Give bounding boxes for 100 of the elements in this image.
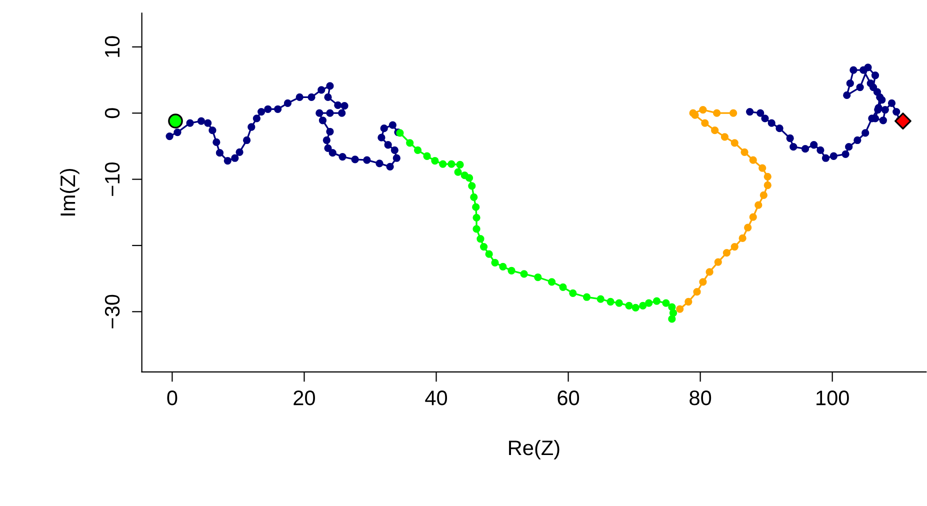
point [754,201,762,209]
point [252,114,261,122]
point [472,203,480,211]
point [296,93,304,102]
x-tick-label: 100 [816,390,849,406]
point [324,93,332,102]
point [662,299,670,307]
point [894,112,912,130]
point [174,128,182,136]
point [386,162,394,171]
x-tick-label: 0 [167,390,178,406]
point [699,278,707,286]
point [699,106,707,114]
point [548,278,556,286]
point [166,132,174,140]
point [701,119,709,127]
point [491,258,499,267]
point [668,303,676,311]
point [786,134,794,142]
point [248,123,256,131]
point [756,109,764,117]
point [378,134,386,142]
point [439,160,447,168]
point [236,148,244,156]
point [431,156,439,165]
x-tick-label: 80 [690,390,712,406]
point [380,124,388,132]
y-tick-label: −30 [104,294,120,328]
point [722,248,731,257]
point [720,133,729,141]
point [390,146,398,154]
point [340,102,348,110]
point [197,117,206,125]
point [801,145,810,153]
point [224,156,232,165]
point [888,99,896,107]
point [761,114,769,122]
point [596,295,604,303]
point [242,136,251,144]
point [423,152,431,160]
point [632,304,640,312]
point [730,242,738,251]
point [879,116,887,124]
point [414,146,422,154]
point [892,108,900,116]
point [534,273,542,282]
point [168,114,183,128]
point [472,225,480,233]
point [468,182,476,190]
point [569,289,577,297]
point [615,299,623,307]
point [876,93,884,102]
point [480,242,488,251]
point [810,141,818,149]
point [384,141,392,149]
point [693,288,701,296]
point [338,152,346,161]
point [744,224,752,232]
point [749,213,757,221]
point [274,105,282,113]
point [465,174,474,182]
point [869,83,878,92]
point [842,150,850,158]
point [862,129,870,137]
point [328,149,336,157]
point [639,302,647,310]
point [760,191,768,199]
point [338,109,346,117]
point [406,139,414,147]
point [559,283,567,292]
point [485,250,493,258]
point [768,119,776,127]
point [730,139,738,147]
point [850,66,858,74]
point [740,148,748,156]
point [448,160,456,168]
point [470,193,478,201]
point [684,298,692,306]
point [324,144,332,152]
point [582,293,591,301]
point [392,154,400,162]
point [764,172,772,180]
point [363,156,371,164]
point [456,160,464,169]
point [729,109,738,117]
x-axis-title: Re(Z) [509,440,560,460]
point [499,262,507,270]
point [790,143,798,151]
point [776,124,784,132]
point [738,234,746,242]
point [208,126,216,134]
point [351,156,359,164]
point [204,119,212,127]
point [714,258,722,266]
point [508,266,516,274]
y-tick-label: 10 [104,36,120,57]
point [706,268,714,276]
point [388,121,397,129]
point [318,86,326,94]
point [520,270,528,278]
